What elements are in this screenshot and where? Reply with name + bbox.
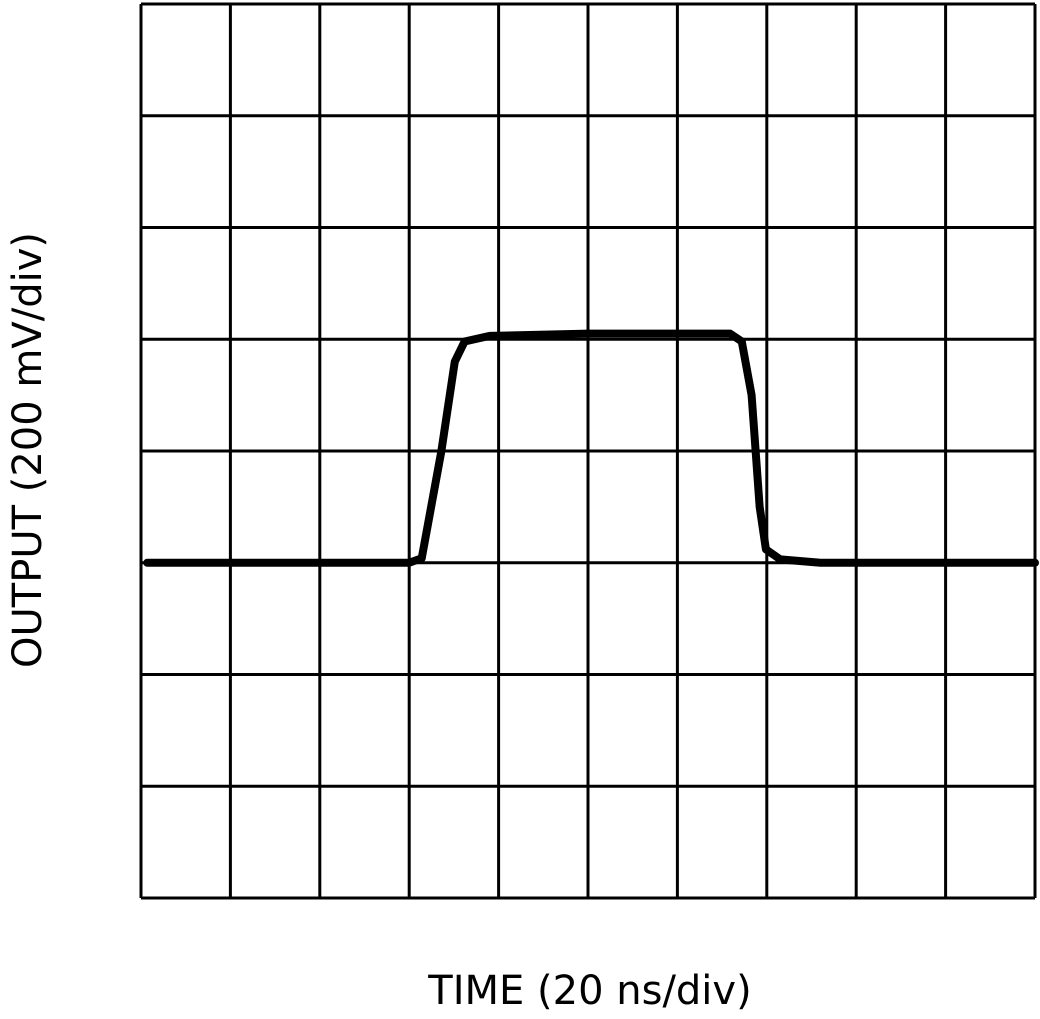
x-axis-label: TIME (20 ns/div)	[427, 968, 751, 1014]
trace	[143, 329, 1039, 567]
y-axis-label: OUTPUT (200 mV/div)	[5, 232, 51, 668]
